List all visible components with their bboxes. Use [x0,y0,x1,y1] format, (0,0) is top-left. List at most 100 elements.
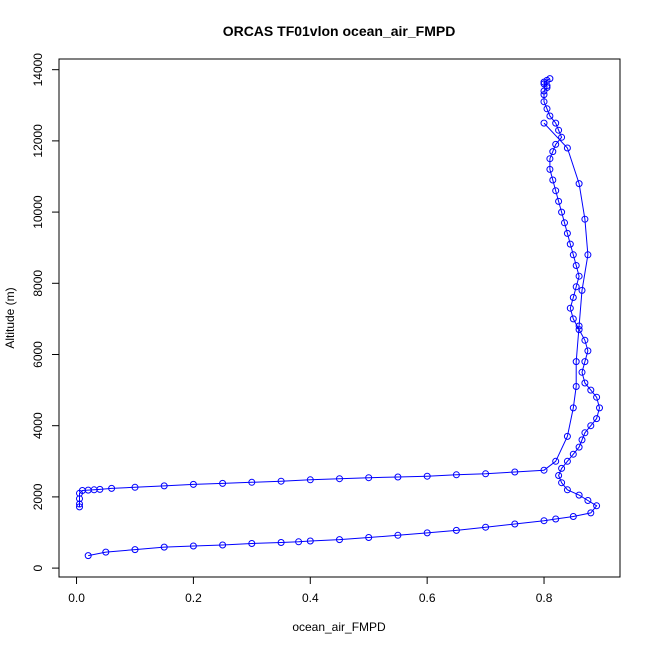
data-point [569,251,577,259]
data-point [593,415,601,423]
data-point [540,119,548,127]
data-point [452,471,460,479]
data-point [131,546,139,554]
data-point [189,542,197,550]
series-line [88,78,601,557]
data-point [540,98,548,106]
data-point [572,383,580,390]
data-point [540,91,548,99]
chart-title: ORCAS TF01vlon ocean_air_FMPD [223,23,456,39]
data-point [569,294,577,301]
data-point [546,155,554,163]
x-tick-label: 0.2 [185,591,202,605]
data-point [581,215,589,223]
data-point [587,422,595,430]
data-point [336,536,343,544]
data-point [306,476,314,484]
data-point [593,502,601,510]
data-point [108,484,116,492]
data-point [76,500,83,508]
data-point [569,513,577,520]
data-point [584,251,592,259]
data-point [569,404,577,412]
data-point [452,526,460,534]
data-point [482,470,490,478]
data-point [572,358,580,366]
data-point [76,503,83,511]
data-point [189,480,197,488]
data-point [248,540,256,547]
data-point [540,517,548,525]
data-point [566,240,574,248]
data-point [561,219,568,227]
y-tick-label: 12000 [31,124,45,158]
data-point [219,541,227,549]
data-point [219,479,227,487]
y-tick-label: 0 [31,564,45,571]
data-point [578,368,586,376]
data-point [543,105,551,113]
data-point [160,543,168,551]
data-point [578,436,586,444]
data-point [596,404,603,412]
y-tick-label: 2000 [31,483,45,510]
data-point [365,474,373,482]
data-point [563,144,571,152]
data-point [511,468,519,476]
data-point [563,229,571,237]
x-tick-label: 0.4 [302,591,319,605]
data-point [394,531,402,539]
data-point [578,286,586,294]
data-point [584,497,592,504]
data-point [558,464,566,472]
data-point [552,457,560,465]
data-point [558,479,566,487]
data-point [593,393,601,401]
data-point [277,539,285,546]
data-point [575,491,583,499]
series-line [79,122,589,507]
data-point [555,197,563,205]
data-point [569,450,577,458]
data-point [555,472,563,479]
data-point [566,304,574,312]
plot-frame [58,58,621,578]
data-point [575,322,583,330]
x-tick-label: 0.0 [68,591,85,605]
data-point [587,509,595,517]
y-tick-label: 10000 [31,195,45,229]
data-point [552,515,560,523]
y-tick-label: 14000 [31,53,45,87]
y-tick-label: 4000 [31,412,45,439]
data-point [277,477,285,485]
data-point [248,478,256,486]
data-point [581,336,589,344]
y-axis-label: Altitude (m) [3,287,17,348]
x-tick-label: 0.6 [419,591,436,605]
data-point [552,140,560,148]
data-point [102,548,110,556]
data-point [160,482,168,490]
y-axis: 0 2000 4000 6000 8000 10000 12000 14000 [31,53,60,571]
x-tick-label: 0.8 [536,591,553,605]
data-point [584,347,592,355]
data-point [482,523,490,531]
data-point [558,208,566,216]
data-point [540,466,548,474]
data-point [572,262,580,269]
data-point [563,486,571,494]
data-point [336,475,343,483]
x-axis: 0.0 0.2 0.4 0.6 0.8 [68,576,553,605]
data-point [423,472,431,480]
data-point [555,126,563,134]
x-axis-label: ocean_air_FMPD [292,620,386,634]
data-layer [76,75,603,560]
y-tick-label: 6000 [31,341,45,368]
data-point [563,457,571,465]
data-point [549,176,557,184]
data-point [575,180,583,188]
data-point [552,119,560,127]
data-point [295,538,303,546]
data-point [549,148,557,156]
data-point [546,112,554,120]
